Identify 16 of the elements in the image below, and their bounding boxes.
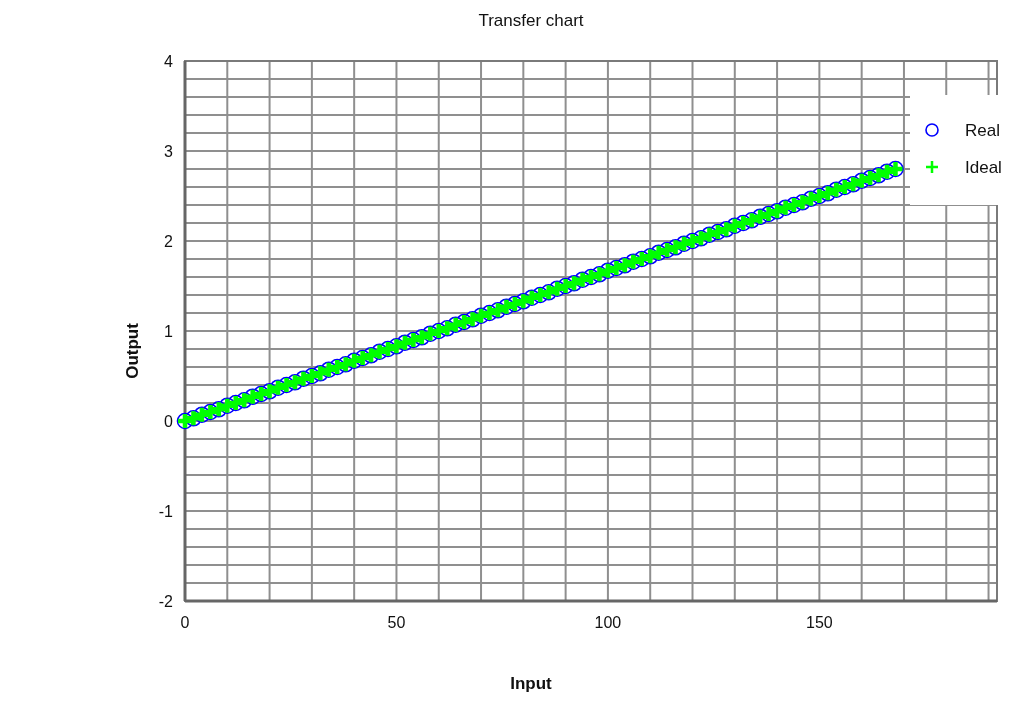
legend-label: Ideal: [965, 157, 1002, 177]
y-tick-label: 2: [164, 232, 174, 250]
x-axis-title: Input: [510, 674, 553, 693]
y-tick-label: 0: [164, 412, 174, 430]
chart-title: Transfer chart: [478, 11, 584, 30]
x-tick-label: 50: [387, 614, 406, 631]
x-tick-label: 0: [180, 614, 190, 631]
y-tick-label: -1: [158, 502, 174, 520]
y-tick-label: 4: [164, 52, 174, 70]
y-tick-label: 1: [164, 322, 174, 340]
legend-label: Real: [965, 120, 1000, 140]
y-axis-title: Output: [123, 322, 142, 379]
y-tick-label: 3: [164, 142, 174, 160]
x-tick-label: 150: [806, 614, 833, 631]
y-tick-label: -2: [158, 592, 174, 610]
x-tick-label: 100: [594, 614, 622, 631]
